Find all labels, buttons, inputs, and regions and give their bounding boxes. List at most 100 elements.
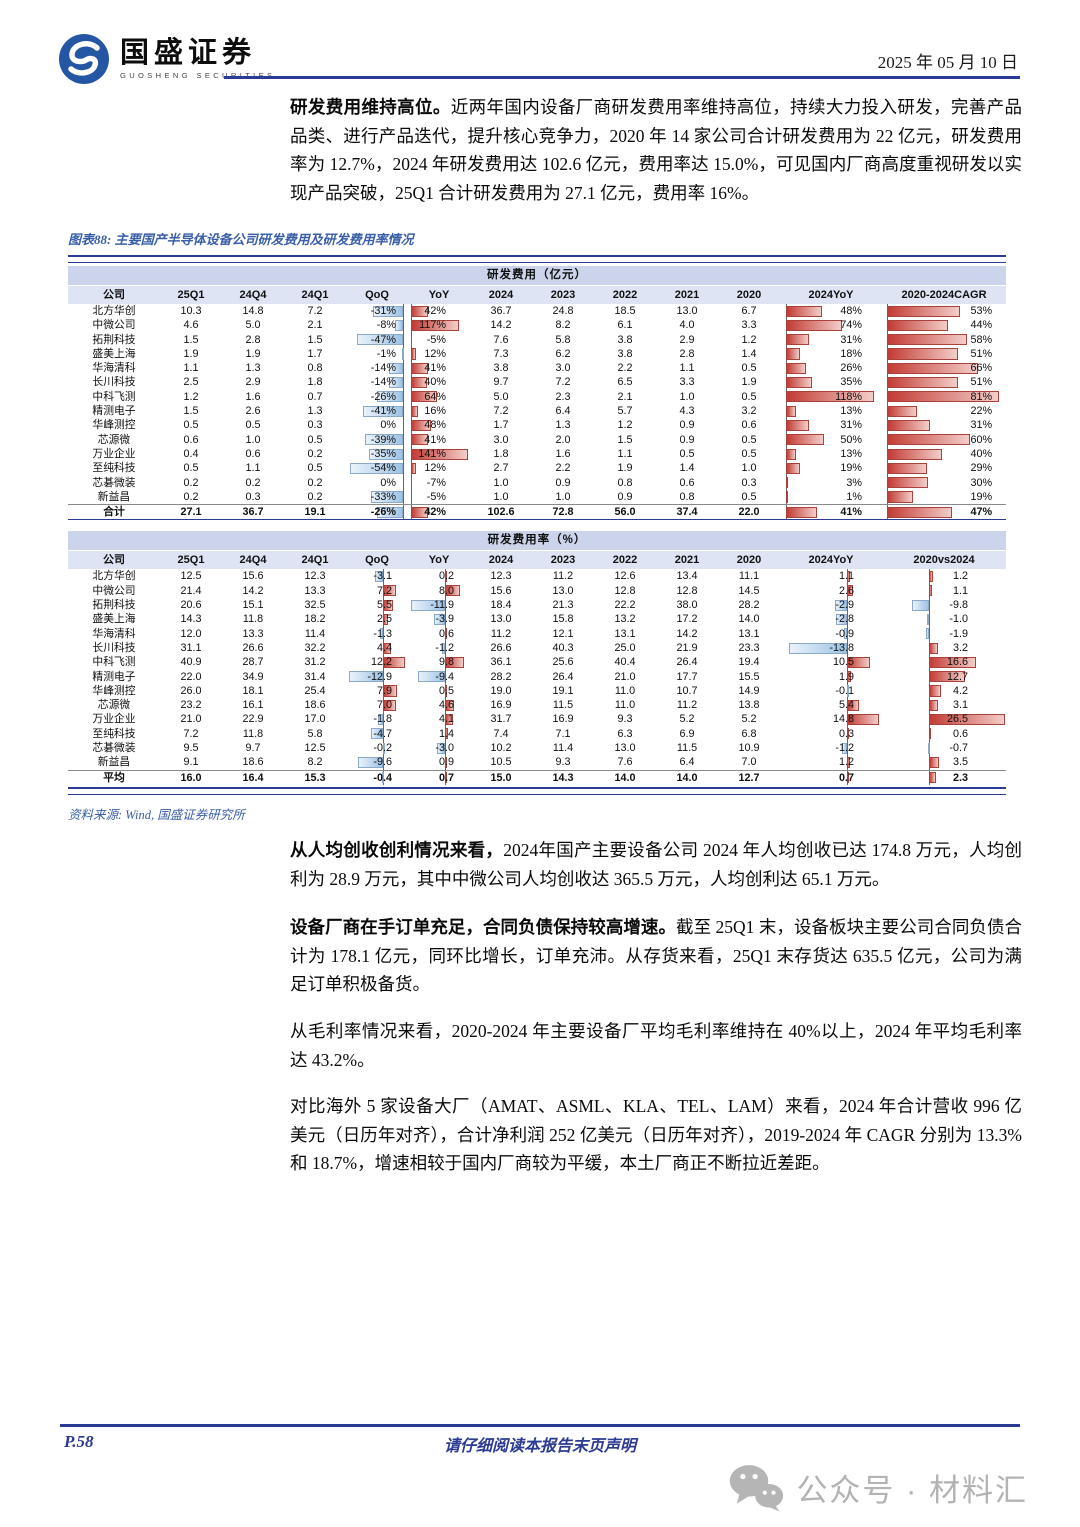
company-name: 精测电子 [92,405,136,418]
table-cell: 21.9 [676,641,698,654]
column-header: 24Q1 [284,550,346,570]
table-cell: 32.2 [304,641,326,654]
data-bar: 4.2 [882,683,1006,699]
table-cell: 1.1 [780,569,882,584]
table-cell: 1.3 [307,405,323,418]
data-bar: 16.6 [882,655,1006,670]
table-cell: 28.7 [242,656,264,669]
table-cell: 13.3 [242,627,264,640]
table-cell: 42% [408,504,470,520]
table-cell: 1.0 [741,462,757,475]
table-cell: 25.0 [614,641,636,654]
table-cell: 14.2 [242,584,264,597]
company-name: 中微公司 [92,584,136,597]
table-cell: 13.0 [552,584,574,597]
table-cell: 1.9 [780,669,882,684]
table-cell: 3.1 [882,698,1006,713]
data-bar: -9.8 [882,598,1006,613]
table-cell: 1.7 [307,347,323,360]
column-header: 24Q4 [222,285,284,304]
paragraph-gross-margin: 从毛利率情况来看，2020-2024 年主要设备厂平均毛利率维持在 40%以上，… [290,1017,1022,1074]
cell-value: 48% [424,419,446,432]
data-bar: 141% [408,446,470,462]
table-cell: 1.0 [245,433,261,446]
data-bar: 1% [780,489,882,505]
table-cell: 14.3 [180,613,202,626]
data-bar: 10.5 [780,655,882,670]
cell-value: 42% [424,305,446,317]
company-name: 芯源微 [97,699,131,712]
column-header: 2020-2024CAGR [882,285,1007,304]
table-cell: 22.9 [242,713,264,726]
table-cell: 6.9 [679,727,695,740]
cell-value: 1.2 [953,570,969,583]
cell-value: 1.9 [838,670,854,683]
watermark: 公众号 · 材料汇 [728,1462,1028,1512]
data-bar: 12.7 [882,669,1006,684]
data-bar: -3.0 [408,741,470,756]
column-header: 2020vs2024 [882,550,1007,570]
table-cell: 13.0 [614,742,636,755]
data-bar: -54% [346,461,408,476]
table-cell: 64% [408,389,470,405]
figure-source: 资料来源: Wind, 国盛证券研究所 [68,807,245,822]
figure-top-rule [68,255,1006,263]
cell-value: 14.8 [832,713,854,726]
table-cell: -3.1 [346,569,408,584]
table-row: 芯碁微装 9.5 9.7 12.5 -0.2 -3.0 10.2 11.4 13.0 11.5 10… [68,741,1006,756]
table-cell: 58% [882,332,1006,347]
table-cell: 9.7 [245,742,261,755]
cell-value: 9.8 [438,656,454,669]
table-cell: -9.8 [882,598,1006,613]
cell-value: 2.5 [376,613,392,626]
table-cell: 12% [408,461,470,476]
data-bar: 26.5 [882,712,1006,727]
table-cell: 5.4 [780,698,882,713]
table-cell: 13.0 [676,305,698,317]
table-cell: 14.0 [656,769,718,785]
table-cell: 2.2 [555,462,571,475]
data-bar: 2.3 [882,771,1006,785]
table-cell: 16.0 [160,769,222,785]
cell-value: -9.4 [435,670,454,683]
table-cell: 1.9 [741,376,757,389]
table-cell: 9.3 [555,756,571,769]
table-row: 至纯科技 7.2 11.8 5.8 -4.7 1.4 7.4 7.1 6.3 6.9 6.8 0.3 0… [68,726,1006,742]
table-cell: 24.8 [552,305,574,317]
data-bar: 1.9 [780,669,882,684]
table-row: 华海清科 12.0 13.3 11.4 -1.3 0.6 11.2 12.1 13.1 14.2 1… [68,626,1006,641]
table-cell: 5.5 [346,598,408,613]
table-cell: 29% [882,461,1006,476]
table-cell: 40.4 [614,656,636,669]
data-bar: 64% [408,389,470,405]
data-bar: -9.4 [408,669,470,684]
data-bar: 0.6 [408,626,470,641]
table-cell: 10.7 [676,684,698,697]
table-cell: -5% [408,489,470,505]
table-cell: -14% [346,375,408,390]
cell-value: 7.2 [376,584,392,597]
cell-value: 47% [970,506,993,519]
table-cell: 0.5 [679,447,695,460]
table-cell: 19.1 [552,684,574,697]
table-cell: 13.1 [614,627,636,640]
table-cell: 9.8 [408,655,470,670]
table-cell: 51% [882,346,1006,362]
data-bar: -1.8 [346,712,408,727]
data-bar: 50% [780,432,882,447]
table-cell: 3.8 [493,362,509,375]
data-bar: -1.9 [882,626,1006,641]
table-cell: 5.2 [741,713,757,726]
table-row: 长川科技 2.5 2.9 1.8 -14% 40% 9.7 7.2 6.5 3.3 1.9 35% 51… [68,375,1006,390]
data-bar: -7% [408,475,470,490]
table-cell: 1% [780,489,882,505]
cell-value: -1.2 [835,742,854,755]
table-cell: 9.3 [617,713,633,726]
table-cell: 66% [882,361,1006,376]
table-cell: 1.0 [493,490,509,503]
cell-value: -12.9 [367,670,392,683]
table-cell: -0.1 [780,683,882,699]
company-name: 精测电子 [92,670,136,683]
data-bar: 8.0 [408,583,470,599]
table-cell: 4.6 [408,698,470,713]
